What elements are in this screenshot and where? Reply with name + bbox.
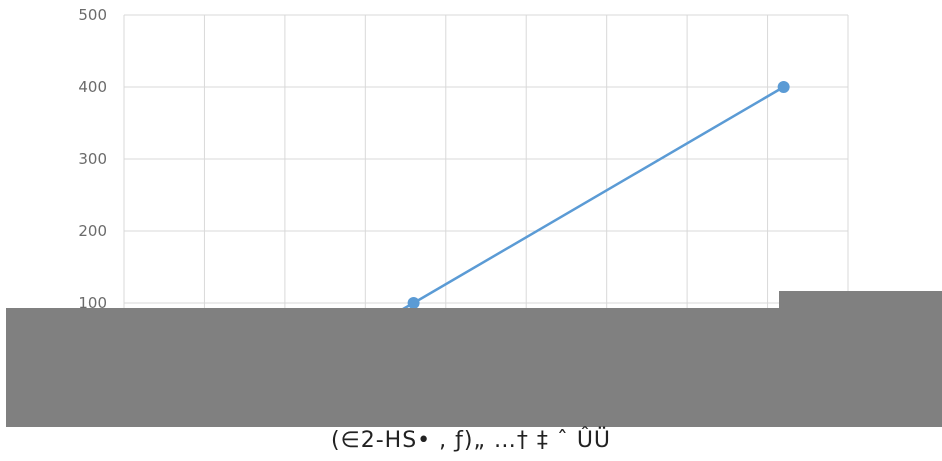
y-tick-label: 300	[78, 150, 107, 168]
redaction-block-right	[779, 291, 942, 331]
caption-text: (∈2-HS• , ƒ)„ …† ‡ ˆ ÛÜ	[330, 428, 612, 453]
data-point	[407, 297, 420, 309]
data-point	[777, 81, 790, 93]
y-tick-label: 400	[78, 78, 107, 96]
y-tick-label: 500	[78, 6, 107, 24]
y-axis-tick-labels: 500 400 300 200 100	[78, 6, 107, 312]
y-tick-label: 200	[78, 222, 107, 240]
y-tick-label: 100	[78, 294, 107, 312]
